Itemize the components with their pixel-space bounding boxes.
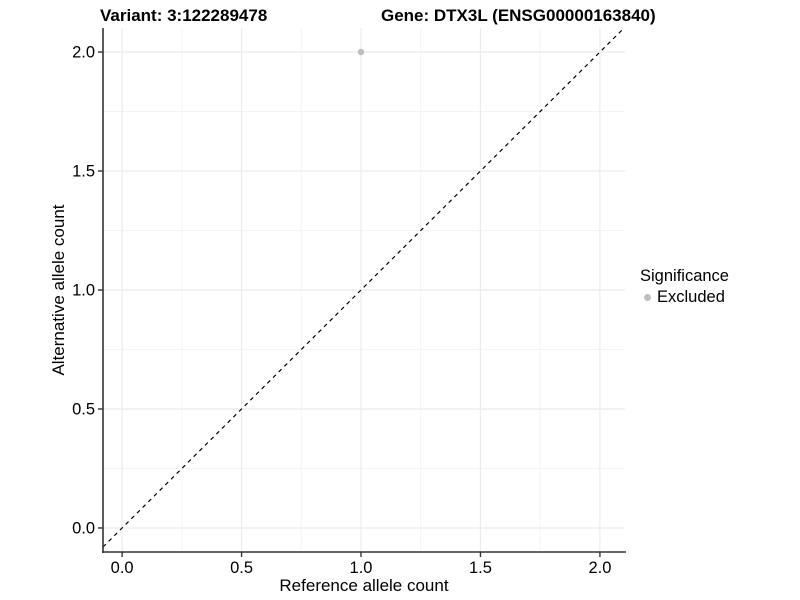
x-tick-label: 0.5 [230, 559, 253, 577]
y-tick-label: 2.0 [72, 44, 95, 62]
legend-point-icon [644, 294, 651, 301]
legend: Significance Excluded [640, 266, 798, 308]
y-axis-title: Alternative allele count [49, 204, 68, 376]
chart-title-gene: Gene: DTX3L (ENSG00000163840) [381, 6, 656, 25]
legend-item-label: Excluded [657, 288, 725, 306]
y-tick-label: 0.0 [72, 519, 95, 537]
legend-title: Significance [640, 267, 729, 285]
legend-item-excluded: Excluded [640, 287, 798, 308]
x-tick-label: 0.0 [111, 559, 134, 577]
identity-line [102, 27, 625, 548]
data-point [357, 48, 365, 56]
x-tick-label: 1.5 [469, 559, 492, 577]
x-axis-title: Reference allele count [279, 576, 449, 595]
x-tick-label: 2.0 [588, 559, 611, 577]
x-tick-label: 1.0 [350, 559, 373, 577]
y-tick-label: 1.5 [72, 163, 95, 181]
chart-title-variant: Variant: 3:122289478 [100, 6, 268, 25]
y-tick-label: 1.0 [72, 282, 95, 300]
y-tick-label: 0.5 [72, 400, 95, 418]
